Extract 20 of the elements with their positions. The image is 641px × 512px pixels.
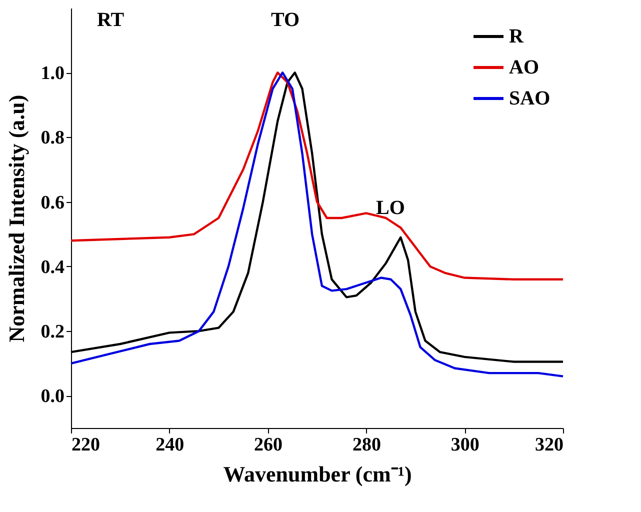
x-tick-label: 240 bbox=[156, 434, 184, 456]
y-axis-title: Normalized Intensity (a.u) bbox=[4, 94, 29, 342]
legend-label: R bbox=[509, 26, 524, 48]
y-tick-label: 0.0 bbox=[40, 386, 64, 408]
y-tick-label: 0.8 bbox=[40, 128, 64, 149]
x-axis-title: Wavenumber (cm⁻¹) bbox=[223, 462, 412, 486]
y-tick-label: 0.6 bbox=[40, 192, 64, 214]
y-tick-label: 1.0 bbox=[40, 63, 64, 84]
legend-label: SAO bbox=[509, 88, 550, 110]
x-tick-label: 260 bbox=[254, 434, 283, 456]
x-tick-label: 320 bbox=[535, 434, 564, 456]
annotation: LO bbox=[376, 197, 405, 219]
annotation: RT bbox=[97, 9, 125, 31]
x-tick-label: 220 bbox=[72, 434, 100, 456]
annotation: TO bbox=[271, 9, 300, 31]
x-tick-label: 280 bbox=[352, 434, 381, 456]
y-tick-label: 0.4 bbox=[40, 256, 65, 278]
legend-label: AO bbox=[509, 56, 539, 78]
y-tick-label: 0.2 bbox=[40, 322, 64, 343]
x-tick-label: 300 bbox=[450, 434, 480, 456]
